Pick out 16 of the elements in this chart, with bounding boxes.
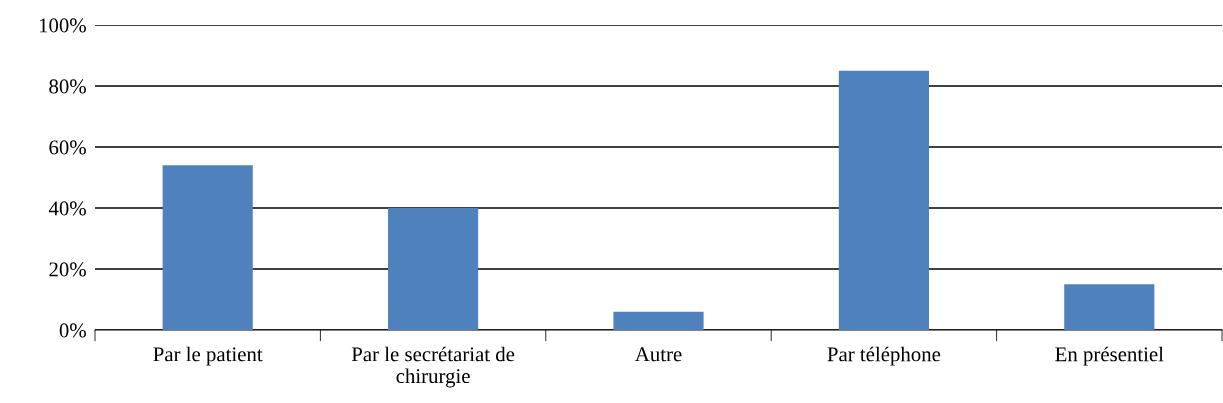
x-tick-label: En présentiel [1055,346,1164,366]
x-tick-label: Par le patient [153,346,263,366]
y-tick-label: 40% [48,201,86,216]
x-tick-label: Autre [634,347,682,362]
y-tick-label: 0% [59,323,86,338]
x-tick-label: Par le secrétariat de chirurgie [351,346,515,388]
bar [613,311,704,330]
bar [838,70,929,330]
y-tick-label: 80% [49,79,86,94]
bar [1064,284,1155,330]
y-tick-label: 60% [49,140,86,155]
y-tick-label: 100% [39,18,86,33]
bar [162,165,253,330]
y-tick-label: 20% [49,262,86,277]
x-tick-label: Par téléphone [827,346,941,366]
bar [388,208,479,330]
